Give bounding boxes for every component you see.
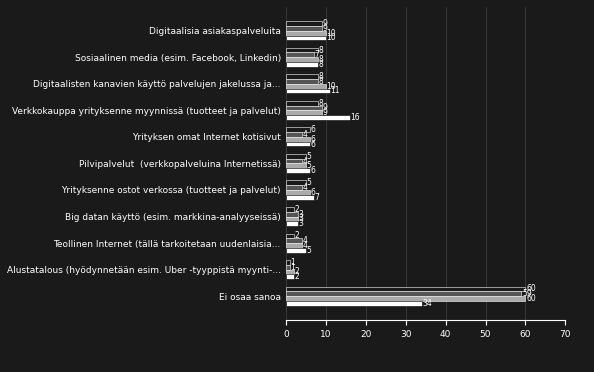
Text: 10: 10 <box>327 82 336 91</box>
Text: 5: 5 <box>307 161 311 170</box>
Text: 5: 5 <box>307 152 311 161</box>
Text: 7: 7 <box>315 50 320 60</box>
Bar <box>286 301 422 306</box>
Bar <box>286 57 318 62</box>
Text: 1: 1 <box>290 263 295 272</box>
Text: 60: 60 <box>526 285 536 294</box>
Bar <box>286 48 318 52</box>
Bar <box>286 110 322 115</box>
Legend: Kaikki vastaajat, n=4662, Teollisuus, n=522, Palvelut, n=2929, Elintarvikkeiden : Kaikki vastaajat, n=4662, Teollisuus, n=… <box>174 371 594 372</box>
Text: 6: 6 <box>311 188 315 197</box>
Bar <box>286 234 294 238</box>
Bar <box>286 132 302 137</box>
Text: 3: 3 <box>299 210 304 219</box>
Text: 4: 4 <box>302 241 308 250</box>
Bar <box>286 115 350 120</box>
Bar <box>286 52 314 57</box>
Bar <box>286 31 326 35</box>
Bar <box>286 270 294 275</box>
Text: 7: 7 <box>315 193 320 202</box>
Text: 8: 8 <box>318 99 323 108</box>
Bar <box>286 142 310 147</box>
Bar <box>286 74 318 79</box>
Text: 9: 9 <box>323 103 327 112</box>
Text: 6: 6 <box>311 166 315 175</box>
Bar <box>286 243 302 248</box>
Text: 11: 11 <box>330 86 340 96</box>
Text: 8: 8 <box>318 46 323 55</box>
Bar <box>286 212 298 217</box>
Bar <box>286 137 310 142</box>
Bar <box>286 154 306 158</box>
Text: 4: 4 <box>302 183 308 192</box>
Text: 3: 3 <box>299 214 304 224</box>
Bar <box>286 185 302 190</box>
Text: 4: 4 <box>302 130 308 139</box>
Bar <box>286 291 522 296</box>
Text: 10: 10 <box>327 33 336 42</box>
Bar <box>286 62 318 67</box>
Text: 16: 16 <box>350 113 360 122</box>
Bar <box>286 158 302 163</box>
Text: 9: 9 <box>323 24 327 33</box>
Text: 10: 10 <box>327 29 336 38</box>
Bar <box>286 84 326 89</box>
Bar <box>286 106 322 110</box>
Bar <box>286 180 306 185</box>
Text: 59: 59 <box>522 289 532 298</box>
Bar <box>286 207 294 212</box>
Bar <box>286 260 290 265</box>
Text: 6: 6 <box>311 135 315 144</box>
Text: 4: 4 <box>302 236 308 245</box>
Bar <box>286 163 306 168</box>
Text: 3: 3 <box>299 219 304 228</box>
Text: 8: 8 <box>318 77 323 86</box>
Bar <box>286 248 306 253</box>
Text: 2: 2 <box>295 231 299 240</box>
Text: 60: 60 <box>526 294 536 303</box>
Text: 2: 2 <box>295 205 299 214</box>
Bar <box>286 296 526 301</box>
Text: 1: 1 <box>290 258 295 267</box>
Text: 5: 5 <box>307 178 311 187</box>
Bar <box>286 127 310 132</box>
Bar <box>286 221 298 226</box>
Text: 6: 6 <box>311 125 315 134</box>
Text: 34: 34 <box>422 299 432 308</box>
Bar <box>286 26 322 31</box>
Bar <box>286 168 310 173</box>
Bar <box>286 79 318 84</box>
Text: 8: 8 <box>318 72 323 81</box>
Text: 2: 2 <box>295 267 299 276</box>
Bar <box>286 286 526 291</box>
Bar <box>286 217 298 221</box>
Text: 5: 5 <box>307 246 311 255</box>
Text: 9: 9 <box>323 19 327 28</box>
Text: 6: 6 <box>311 140 315 148</box>
Bar <box>286 35 326 40</box>
Bar <box>286 195 314 199</box>
Text: 2: 2 <box>295 272 299 281</box>
Bar <box>286 265 290 270</box>
Bar <box>286 190 310 195</box>
Text: 9: 9 <box>323 108 327 117</box>
Bar <box>286 21 322 26</box>
Text: 4: 4 <box>302 157 308 166</box>
Bar <box>286 238 302 243</box>
Text: 8: 8 <box>318 55 323 64</box>
Text: 8: 8 <box>318 60 323 69</box>
Bar <box>286 275 294 279</box>
Bar <box>286 89 330 93</box>
Bar <box>286 101 318 106</box>
